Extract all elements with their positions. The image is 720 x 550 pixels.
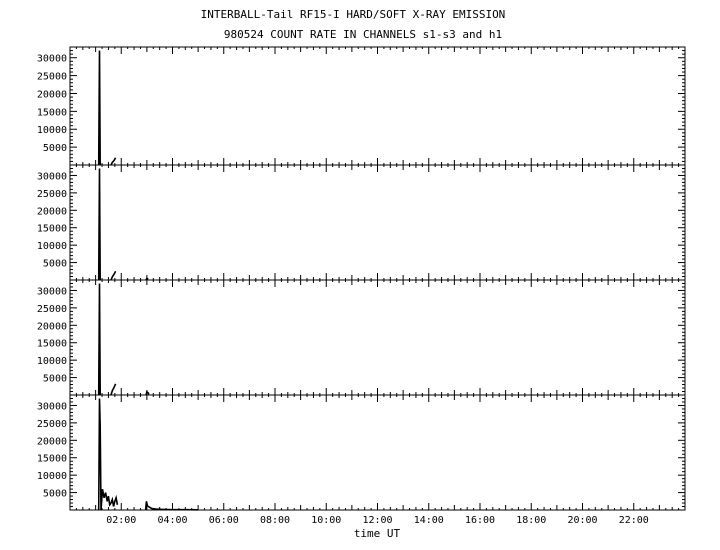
- series-line-h1: [97, 398, 119, 511]
- panel-frame: [69, 394, 686, 511]
- panel-frame: [69, 279, 686, 396]
- panel-h1: 5000 10000 15000 20000 25000 30000: [37, 394, 686, 511]
- y-tick-label: 10000: [37, 125, 67, 136]
- series-line-s3: [110, 383, 117, 396]
- panel-frame: [69, 164, 686, 281]
- panel-s2: 5000 10000 15000 20000 25000 30000: [37, 164, 686, 281]
- y-tick-label: 25000: [37, 419, 67, 430]
- series-line-h1: [144, 501, 199, 511]
- y-ticks: [70, 46, 685, 162]
- y-tick-label: 15000: [37, 107, 67, 118]
- series-line-s1: [97, 50, 101, 166]
- y-tick-label: 5000: [43, 374, 67, 385]
- x-axis-tick-labels: 02:00 04:00 06:00 08:00 10:00 12:00 14:00 16:00…: [106, 515, 649, 526]
- y-tick-label: 20000: [37, 321, 67, 332]
- y-tick-label: 10000: [37, 241, 67, 252]
- y-tick-label: 15000: [37, 454, 67, 465]
- x-ticks: [75, 165, 680, 280]
- chart-title: INTERBALL-Tail RF15-I HARD/SOFT X-RAY EM…: [201, 8, 506, 21]
- y-tick-label: 15000: [37, 224, 67, 235]
- x-tick-label: 02:00: [106, 515, 136, 526]
- y-tick-label: 30000: [37, 171, 67, 182]
- x-tick-label: 16:00: [465, 515, 495, 526]
- x-tick-label: 08:00: [260, 515, 290, 526]
- y-tick-label: 5000: [43, 143, 67, 154]
- x-ticks: [75, 47, 680, 165]
- series-line-s3: [145, 390, 150, 396]
- x-ticks: [75, 280, 680, 395]
- series-line-s3: [97, 283, 101, 396]
- x-axis-label: time UT: [354, 527, 401, 540]
- y-tick-label: 20000: [37, 89, 67, 100]
- series-line-s2: [145, 277, 149, 281]
- x-ticks: [75, 395, 680, 510]
- y-tick-label: 10000: [37, 356, 67, 367]
- x-tick-label: 14:00: [414, 515, 444, 526]
- x-tick-label: 06:00: [209, 515, 239, 526]
- series-line-s2: [97, 168, 101, 281]
- y-tick-label: 20000: [37, 436, 67, 447]
- series-line-s2: [110, 270, 117, 281]
- y-tick-label: 25000: [37, 189, 67, 200]
- x-tick-label: 20:00: [567, 515, 597, 526]
- x-tick-label: 10:00: [311, 515, 341, 526]
- x-tick-label: 04:00: [157, 515, 187, 526]
- x-tick-label: 18:00: [516, 515, 546, 526]
- panel-frame: [69, 46, 686, 166]
- y-tick-label: 25000: [37, 304, 67, 315]
- y-tick-label: 5000: [43, 259, 67, 270]
- panel-s1: 5000 10000 15000 20000 25000 30000: [37, 46, 686, 166]
- series-line-s1: [110, 157, 117, 166]
- y-tick-label: 30000: [37, 401, 67, 412]
- y-tick-label: 15000: [37, 339, 67, 350]
- x-tick-label: 22:00: [619, 515, 649, 526]
- y-tick-label: 5000: [43, 489, 67, 500]
- y-tick-label: 25000: [37, 72, 67, 83]
- y-ticks: [70, 279, 685, 393]
- panel-s3: 5000 10000 15000 20000 25000 30000: [37, 279, 686, 396]
- x-tick-label: 12:00: [362, 515, 392, 526]
- chart-panels: 5000 10000 15000 20000 25000 30000 5000 10000 15…: [37, 46, 686, 511]
- y-ticks: [70, 394, 685, 508]
- chart-subtitle: 980524 COUNT RATE IN CHANNELS s1-s3 and …: [224, 28, 502, 41]
- y-tick-label: 30000: [37, 54, 67, 65]
- y-tick-label: 30000: [37, 286, 67, 297]
- y-ticks: [70, 164, 685, 278]
- y-tick-label: 20000: [37, 206, 67, 217]
- y-tick-label: 10000: [37, 471, 67, 482]
